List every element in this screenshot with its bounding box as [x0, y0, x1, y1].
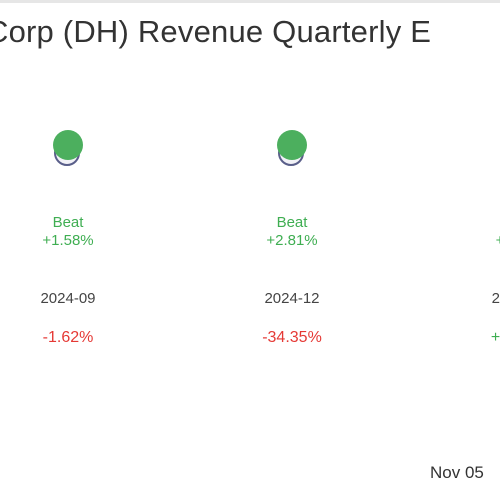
result-label: Beat: [52, 214, 84, 231]
result-label: [430, 214, 500, 232]
marker-group: [272, 120, 312, 180]
chart-title: Corp (DH) Revenue Quarterly E: [0, 14, 432, 49]
period-label: 2024-09: [40, 290, 96, 307]
result-label: Beat: [276, 214, 308, 231]
actual-marker: [53, 130, 83, 160]
yoy-change: -1.62%: [42, 329, 94, 346]
quarter-column: Beat +2.81% 2024-12 -34.35%: [222, 120, 362, 347]
marker-group: [48, 120, 88, 180]
footer-date: Nov 05: [430, 463, 484, 482]
quarter-column: Beat +1.58% 2024-09 -1.62%: [0, 120, 138, 347]
quarter-column: +20 +3: [430, 120, 500, 347]
period-label: 20: [491, 290, 500, 307]
surprise-percent: +2.81%: [266, 232, 318, 249]
actual-marker: [277, 130, 307, 160]
period-label: 2024-12: [264, 290, 320, 307]
top-divider: [0, 0, 500, 3]
surprise-percent: +: [495, 232, 500, 249]
yoy-change: -34.35%: [262, 329, 322, 346]
marker-group: [480, 120, 500, 180]
surprise-percent: +1.58%: [42, 232, 94, 249]
yoy-change: +3: [490, 329, 500, 346]
